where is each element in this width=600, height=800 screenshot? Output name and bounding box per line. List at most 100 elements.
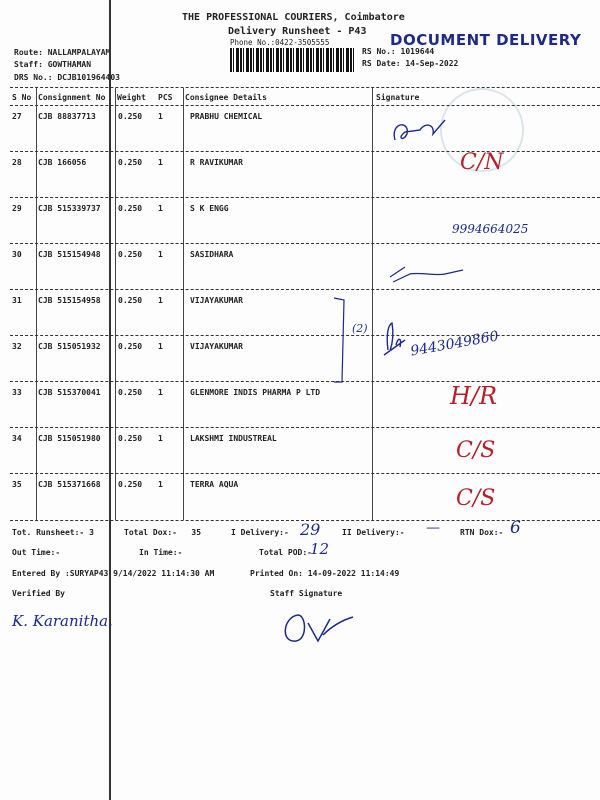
rs-no: RS No.: 1019644 [362,47,435,56]
cell-sno: 34 [12,434,22,443]
cell-sno: 33 [12,388,22,397]
cell-pcs: 1 [158,296,163,305]
row-divider [10,197,600,198]
col-sno: S No [12,93,32,102]
drs-no: DRS No.: DCJB101964403 [14,73,120,82]
i-delivery-label: I Delivery:- [231,528,289,537]
cell-consignment-no: CJB 515154948 [38,250,101,259]
entered-by: Entered By :SURYAP43 9/14/2022 11:14:30 … [12,569,215,578]
col-pcs: PCS [158,93,173,102]
table-row: 31 CJB 515154958 0.250 1 VIJAYAKUMAR (2) [0,296,600,342]
row-divider [10,381,600,382]
signature-row-27 [393,119,446,141]
total-dox: Total Dox:- 35 [124,528,202,537]
verifier-signature: K. Karanitha. [12,612,113,630]
cell-consignment-no: CJB 515370041 [38,388,101,397]
divider [10,520,600,521]
table-row: 32 CJB 515051932 0.250 1 VIJAYAKUMAR 94430498… [0,328,600,388]
total-pod-label: Total POD:- [259,548,312,557]
cell-sno: 28 [12,158,22,167]
phone: Phone No.:0422-3505555 [230,38,330,47]
handwritten-note: C/N [460,150,504,175]
cell-consignee: TERRA AQUA [190,480,239,489]
table-row: 35 CJB 515371668 0.250 1 TERRA AQUA C/S [0,480,600,526]
cell-pcs: 1 [158,434,163,443]
cell-consignment-no: CJB 515154958 [38,296,101,305]
rs-date: RS Date: 14-Sep-2022 [362,59,459,68]
bracket-rows-31-32 [333,297,345,383]
cell-sno: 31 [12,296,22,305]
cell-consignee: PRABHU CHEMICAL [190,112,263,121]
cell-pcs: 1 [158,388,163,397]
cell-pcs: 1 [158,158,163,167]
signature-row-30 [389,266,464,283]
company-name: THE PROFESSIONAL COURIERS, Coimbatore [182,12,405,23]
handwritten-note: C/S [456,486,496,511]
staff-signature-label: Staff Signature [270,589,343,598]
cell-weight: 0.250 [118,204,143,213]
out-time: Out Time:- [12,548,61,557]
col-weight: Weight [117,93,146,102]
signature-row-31 [383,321,406,356]
route: Route: NALLAMPALAYAM [14,48,111,57]
verified-by: Verified By [12,589,65,598]
row-divider [10,289,600,290]
cell-consignment-no: CJB 166056 [38,158,87,167]
table-row: 29 CJB 515339737 0.250 1 S K ENGG 9994664025 [0,204,600,250]
col-consignee: Consignee Details [185,93,267,102]
cell-consignment-no: CJB 515339737 [38,204,101,213]
table-row: 27 CJB 88837713 0.250 1 PRABHU CHEMICAL [0,112,600,158]
row-divider [10,335,600,336]
cell-consignment-no: CJB 515371668 [38,480,101,489]
cell-consignee: R RAVIKUMAR [190,158,243,167]
cell-pcs: 1 [158,204,163,213]
cell-consignee: VIJAYAKUMAR [190,296,243,305]
row-divider [10,427,600,428]
cell-sno: 27 [12,112,22,121]
cell-pcs: 1 [158,480,163,489]
printed-on: Printed On: 14-09-2022 11:14:49 [250,569,400,578]
cell-consignee: LAKSHMI INDUSTREAL [190,434,277,443]
cell-weight: 0.250 [118,158,143,167]
table-row: 30 CJB 515154948 0.250 1 SASIDHARA [0,250,600,296]
cell-weight: 0.250 [118,250,143,259]
cell-weight: 0.250 [118,296,143,305]
cell-consignment-no: CJB 515051932 [38,342,101,351]
cell-sno: 32 [12,342,22,351]
cell-pcs: 1 [158,250,163,259]
table-row: 34 CJB 515051980 0.250 1 LAKSHMI INDUSTREAL C… [0,434,600,480]
ii-delivery-label: II Delivery:- [342,528,405,537]
handwritten-note: 9994664025 [452,222,529,236]
row-divider [10,243,600,244]
rtn-dox-label: RTN Dox:- [460,528,504,537]
handwritten-note: H/R [450,382,498,410]
tot-runsheet: Tot. Runsheet:- 3 [12,528,94,537]
table-row: 33 CJB 515370041 0.250 1 GLENMORE INDIS PHAR… [0,382,600,434]
cell-consignment-no: CJB 88837713 [38,112,96,121]
row-divider [10,473,600,474]
ii-delivery-value: — [426,520,440,536]
cell-consignment-no: CJB 515051980 [38,434,101,443]
scan-artifact-line [109,0,111,800]
cell-weight: 0.250 [118,342,143,351]
staff: Staff: GOWTHAMAN [14,60,92,69]
seal-stamp [440,88,524,172]
document-title: Delivery Runsheet - P43 [228,26,367,37]
table-row: 28 CJB 166056 0.250 1 R RAVIKUMAR C/N [0,150,600,204]
in-time: In Time:- [139,548,183,557]
cell-pcs: 1 [158,342,163,351]
total-pod-value: 12 [310,540,330,558]
cell-weight: 0.250 [118,434,143,443]
barcode [230,48,354,72]
col-signature: Signature [376,93,420,102]
rtn-dox-value: 6 [510,518,521,538]
i-delivery-value: 29 [300,520,321,539]
cell-sno: 29 [12,204,22,213]
cell-weight: 0.250 [118,480,143,489]
divider [10,87,600,88]
cell-consignee: SASIDHARA [190,250,234,259]
cell-weight: 0.250 [118,388,143,397]
handwritten-note: (2) [352,322,368,335]
cell-sno: 30 [12,250,22,259]
cell-sno: 35 [12,480,22,489]
